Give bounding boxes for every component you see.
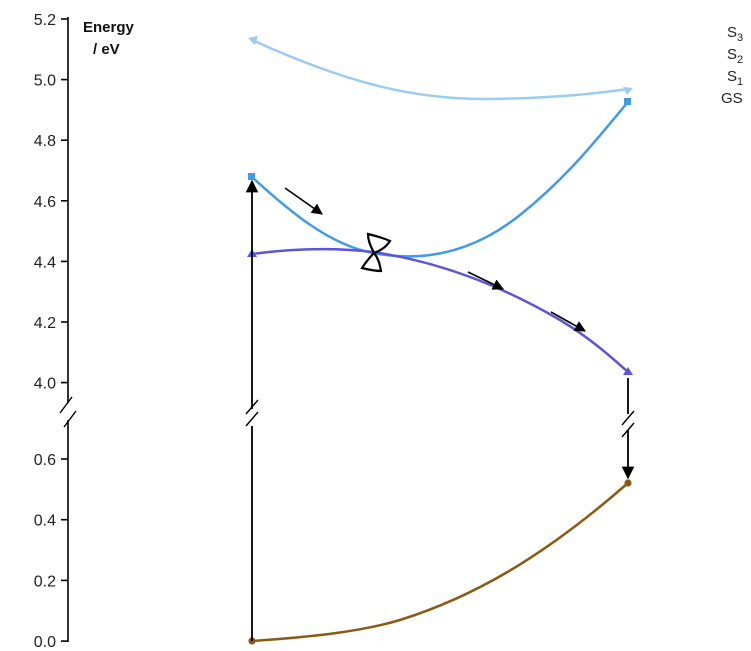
legend-entry-s1: S1 [727,68,743,88]
s2-curve [251,101,629,258]
lower-axis-tick-label: 0.2 [34,573,56,590]
lower-axis-tick-label: 0.0 [34,634,56,651]
path-arrow-2 [467,271,505,290]
upper-axis-tick-label: 4.8 [34,133,56,150]
lower-axis-tick-label: 0.6 [34,452,56,469]
upper-axis-tick-label: 4.6 [34,194,56,211]
s1-curve [251,247,629,373]
upper-axis-tick-label: 4.0 [34,376,56,393]
s3-marker-left [248,36,258,45]
s3-marker-right [623,87,633,95]
axis-title-unit: / eV [93,41,120,58]
path-arrow-1 [284,187,323,215]
upper-axis-tick-label: 5.0 [34,73,56,90]
legend-entry-s2: S2 [727,46,743,66]
s2-marker-right [624,98,631,105]
legend-entry-gs: GS [721,90,743,107]
path-arrow-3 [550,311,586,332]
y-axis: 5.2 5.0 4.8 4.6 4.4 4.2 4.0 0.6 0.4 0.2 0.0 [34,12,77,651]
conical-intersection-icon [360,232,392,273]
gs-curve [251,482,629,643]
upper-axis-tick-label: 4.4 [34,254,56,271]
upper-axis-tick-label: 4.2 [34,315,56,332]
s2-marker-left [248,173,255,180]
gs-marker-right [624,479,632,487]
legend-entry-s3: S3 [727,24,743,44]
s3-curve [251,38,629,101]
decay-arrow [621,378,635,480]
excitation-arrow [245,179,259,641]
s1-marker-right [623,367,633,375]
lower-axis-tick-label: 0.4 [34,513,56,530]
upper-axis-tick-label: 5.2 [34,12,56,29]
axis-title-energy: Energy [83,19,135,36]
